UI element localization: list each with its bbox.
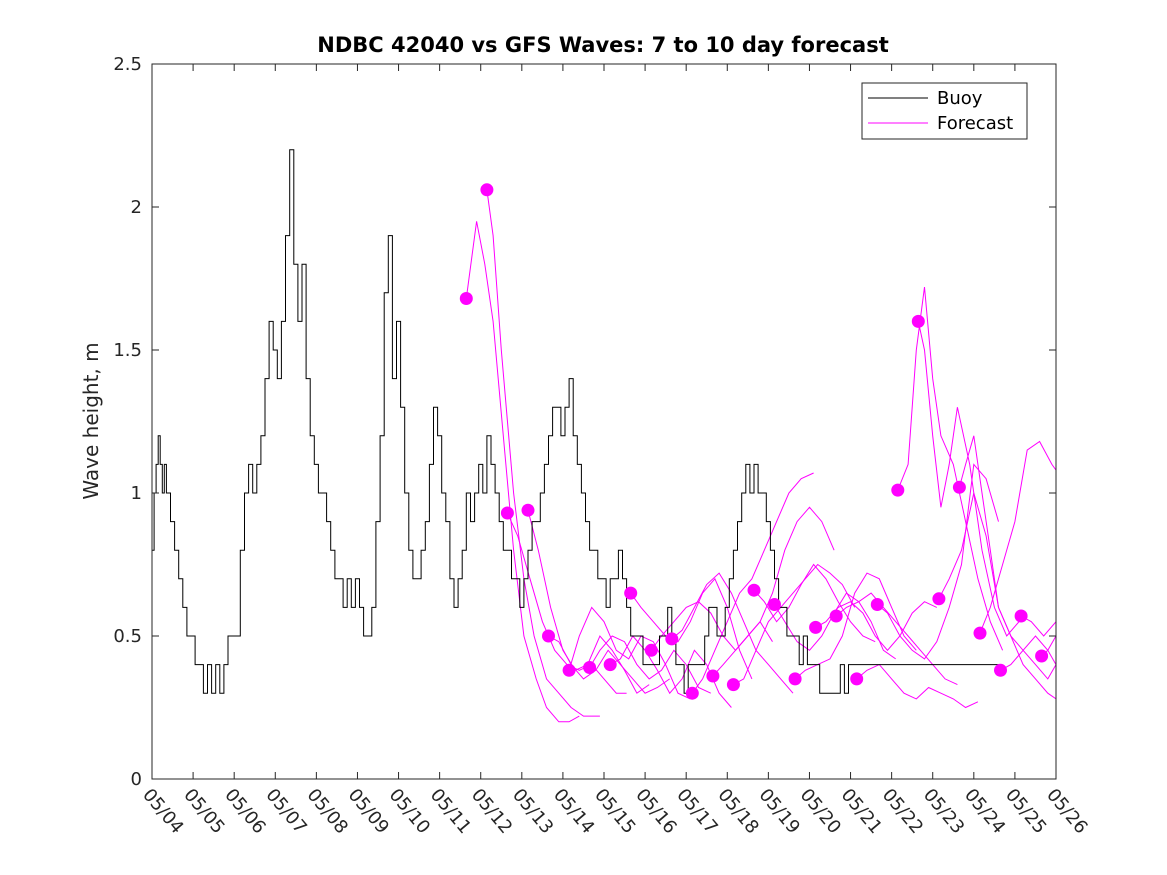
forecast-series-line — [671, 572, 794, 694]
forecast-series-line — [568, 606, 691, 700]
forecast-series-line — [1000, 635, 1056, 671]
forecast-series-line — [835, 592, 958, 686]
forecast-start-point — [747, 583, 761, 597]
forecast-start-point — [706, 669, 720, 683]
forecast-start-point — [891, 483, 905, 497]
legend-box — [861, 82, 1028, 140]
forecast-start-point — [788, 672, 802, 686]
forecast-series-line — [486, 189, 600, 717]
legend: Buoy Forecast — [861, 82, 1028, 140]
forecast-series-line — [917, 321, 1020, 637]
forecast-start-point — [952, 480, 966, 494]
forecast-start-point — [665, 632, 679, 646]
forecast-series-line — [733, 563, 856, 686]
y-tick-label: 0.5 — [113, 626, 142, 647]
forecast-series-line — [794, 572, 917, 680]
forecast-start-point — [624, 586, 638, 600]
forecast-start-point — [829, 609, 843, 623]
forecast-start-point — [459, 292, 473, 305]
forecast-series-line — [465, 221, 580, 723]
forecast-start-point — [870, 598, 884, 611]
forecast-lines — [465, 189, 1056, 723]
forecast-series-line — [897, 287, 1004, 651]
forecast-start-point — [994, 663, 1007, 677]
forecast-start-point — [973, 626, 987, 640]
forecast-series-line — [630, 577, 753, 680]
forecast-markers — [459, 183, 1049, 700]
forecast-start-point — [603, 658, 617, 672]
y-axis-label: Wave height, m — [79, 342, 103, 499]
legend-forecast-label: Forecast — [937, 113, 1013, 134]
forecast-series-line — [712, 506, 835, 677]
forecast-start-point — [1035, 649, 1049, 663]
legend-buoy-label: Buoy — [937, 88, 983, 109]
forecast-start-point — [768, 598, 781, 611]
forecast-series-line — [958, 435, 1056, 700]
forecast-start-point — [685, 686, 699, 700]
forecast-series-line — [589, 635, 712, 694]
y-tick-label: 1 — [131, 483, 142, 504]
y-tick-label: 2 — [131, 197, 142, 218]
y-tick-label: 2.5 — [113, 54, 142, 75]
forecast-start-point — [521, 503, 535, 517]
y-axis: 0 0.5 1 1.5 2 2.5 — [113, 54, 1056, 790]
forecast-series-line — [876, 463, 999, 660]
forecast-start-point — [850, 672, 864, 686]
forecast-start-point — [1014, 609, 1028, 623]
forecast-series-line — [691, 472, 814, 694]
forecast-start-point — [644, 643, 658, 657]
buoy-series-line — [152, 149, 1001, 694]
chart-title: NDBC 42040 vs GFS Waves: 7 to 10 day for… — [317, 33, 888, 57]
y-tick-label: 1.5 — [113, 340, 142, 361]
forecast-series-line — [856, 663, 979, 709]
forecast-start-point — [583, 661, 597, 674]
forecast-start-point — [500, 506, 514, 520]
forecast-start-point — [809, 620, 823, 634]
forecast-start-point — [562, 663, 576, 677]
y-tick-label: 0 — [131, 769, 142, 790]
forecast-series-line — [979, 440, 1056, 634]
forecast-start-point — [911, 314, 925, 328]
forecast-start-point — [932, 592, 946, 606]
forecast-start-point — [542, 629, 555, 643]
buoy-line-group — [152, 149, 1001, 694]
forecast-start-point — [480, 183, 494, 197]
forecast-series-line — [753, 563, 876, 643]
forecast-series-line — [548, 635, 670, 694]
forecast-start-point — [726, 678, 740, 692]
